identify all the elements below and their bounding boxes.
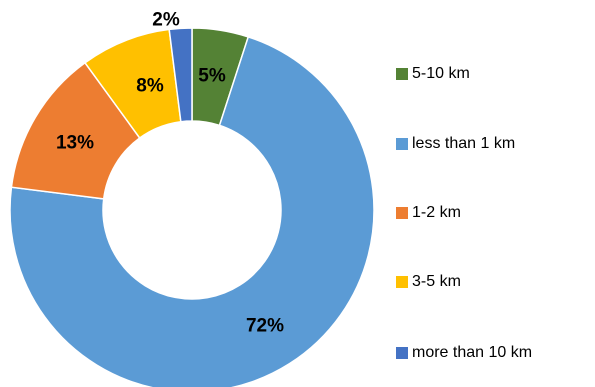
slice-value-label: 13% (56, 133, 94, 154)
donut-chart: 5% 72% 13% 8% 2% (9, 10, 375, 387)
legend-swatch (396, 347, 408, 359)
slice-value-label: 5% (198, 66, 226, 87)
legend-swatch (396, 68, 408, 80)
legend-label: less than 1 km (412, 135, 516, 152)
donut-slice-more-than-10-km (168, 27, 193, 123)
legend-item: 3-5 km (396, 272, 461, 292)
legend-label: 3-5 km (412, 273, 461, 290)
legend-swatch (396, 276, 408, 288)
legend-swatch (396, 138, 408, 150)
legend-item: less than 1 km (396, 134, 515, 154)
donut-slice-less-than-1-km (9, 35, 375, 387)
legend-swatch (396, 207, 408, 219)
slice-labels: 5% 72% 13% 8% 2% (56, 10, 284, 337)
legend-item: more than 10 km (396, 343, 532, 363)
legend-label: 1-2 km (412, 204, 461, 221)
legend-label: more than 10 km (412, 344, 533, 361)
legend-label: 5-10 km (412, 65, 470, 82)
slice-value-label: 8% (136, 76, 164, 97)
chart-legend: 5-10 km less than 1 km 1-2 km 3-5 km more th… (396, 0, 591, 387)
legend-item: 5-10 km (396, 64, 470, 84)
donut-slices (9, 27, 375, 387)
slice-value-label: 2% (152, 10, 180, 31)
legend-item: 1-2 km (396, 203, 461, 223)
slice-value-label: 72% (246, 316, 284, 337)
